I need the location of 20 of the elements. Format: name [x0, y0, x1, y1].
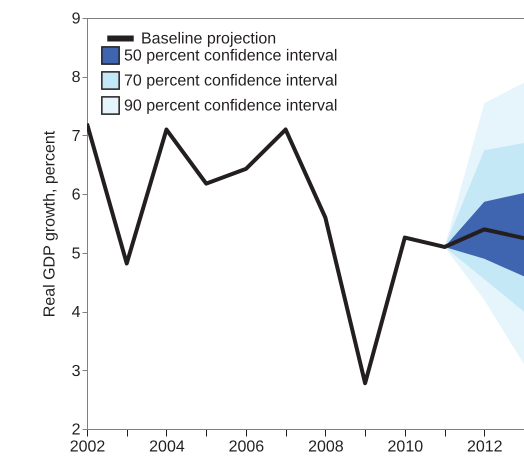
y-tick-label: 7 — [72, 128, 81, 145]
y-tick-label: 4 — [72, 304, 81, 322]
legend-label: 70 percent confidence interval — [124, 72, 338, 90]
x-tick-label: 2006 — [228, 438, 264, 456]
line-series — [87, 122, 524, 386]
legend-label: 50 percent confidence interval — [124, 48, 338, 64]
y-tick-label: 6 — [72, 186, 81, 204]
y-tick-label: 3 — [72, 362, 81, 380]
x-tick-label: 2004 — [149, 438, 185, 456]
y-tick-label: 9 — [72, 10, 81, 28]
y-tick-label: 8 — [72, 69, 81, 86]
x-tick-label: 2012 — [466, 438, 503, 456]
y-axis-title: Real GDP growth, percent — [42, 130, 59, 318]
y-tick-label: 5 — [72, 245, 81, 262]
x-tick-label: 2002 — [70, 438, 106, 456]
legend-label: Baseline projection — [141, 30, 276, 48]
legend-label: 90 percent confidence interval — [124, 98, 338, 114]
y-tick-label: 2 — [72, 422, 81, 438]
x-tick-label: 2010 — [388, 438, 424, 456]
x-tick-label: 2008 — [308, 438, 344, 456]
